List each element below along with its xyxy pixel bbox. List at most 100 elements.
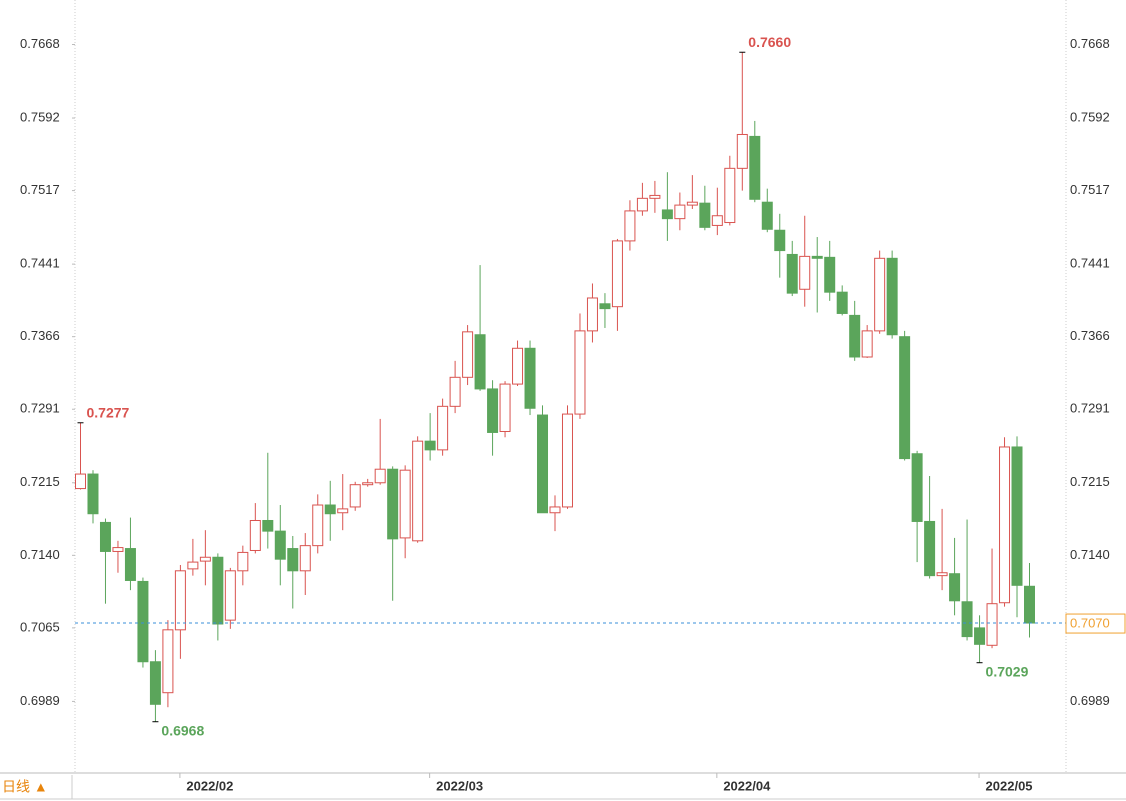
candle-body (999, 446, 1011, 604)
candle-body (549, 506, 561, 514)
candle-body (437, 405, 449, 451)
period-label: 日线 ▲ (2, 779, 48, 795)
candle-body (836, 291, 848, 314)
candle-body (886, 257, 898, 336)
candle-body (936, 572, 948, 577)
candle-body (274, 530, 286, 560)
y-tick-label: 0.6989 (20, 693, 60, 708)
candle-body (636, 197, 648, 212)
extreme-label: 0.6968 (161, 722, 204, 738)
candle-body (237, 551, 249, 572)
candle-body (586, 297, 598, 332)
candle-body (149, 661, 161, 705)
y-tick-label: 0.7291 (20, 401, 60, 416)
y-tick-label: 0.7065 (20, 619, 60, 634)
candle-body (911, 453, 923, 522)
candle-body (537, 414, 549, 514)
candle-body (487, 388, 499, 433)
candle-body (99, 521, 111, 552)
candle-body (986, 603, 998, 646)
candle-body (661, 209, 673, 220)
candle-body (849, 314, 861, 358)
candle-body (811, 255, 823, 259)
y2-tick-label: 0.7291 (1070, 401, 1110, 416)
y2-tick-label: 0.7366 (1070, 328, 1110, 343)
candle-body (124, 548, 136, 581)
last-price-box (1065, 613, 1126, 634)
candle-body (337, 508, 349, 514)
candle-body (761, 201, 773, 230)
y2-tick-label: 0.7592 (1070, 109, 1110, 124)
candle-body (137, 580, 149, 663)
candle-body (462, 331, 474, 378)
candle-body (599, 303, 611, 310)
candle-body (162, 629, 174, 694)
candle-body (974, 627, 986, 645)
candle-body (686, 201, 698, 206)
candle-body (412, 440, 424, 542)
candle-body (824, 256, 836, 293)
candle-body (649, 194, 661, 199)
extreme-label: 0.7277 (87, 404, 130, 420)
y2-tick-label: 0.6989 (1070, 693, 1110, 708)
extreme-label: 0.7029 (986, 663, 1029, 679)
candle-body (287, 548, 299, 572)
candle-body (387, 468, 399, 540)
y2-tick-label: 0.7441 (1070, 256, 1110, 271)
x-tick-label: 2022/04 (723, 778, 771, 793)
y-tick-label: 0.7140 (20, 547, 60, 562)
candle-body (249, 519, 261, 551)
candle-body (874, 257, 886, 332)
y-tick-label: 0.7517 (20, 182, 60, 197)
candle-body (736, 133, 748, 169)
candle-body (1024, 585, 1035, 624)
candle-body (87, 473, 99, 515)
candle-body (262, 519, 274, 532)
candle-body (961, 601, 973, 638)
candle-body (112, 547, 124, 552)
candle-body (949, 573, 961, 602)
candle-body (524, 347, 536, 409)
candle-body (424, 440, 436, 451)
y-tick-label: 0.7668 (20, 36, 60, 51)
candle-body (199, 556, 211, 562)
candle-body (324, 504, 336, 515)
candle-body (799, 255, 811, 290)
x-tick-label: 2022/03 (436, 778, 483, 793)
candle-body (187, 561, 199, 570)
candle-body (699, 202, 711, 228)
candle-body (724, 167, 736, 224)
candle-body (224, 570, 236, 621)
y-tick-label: 0.7215 (20, 474, 60, 489)
y-tick-label: 0.7366 (20, 328, 60, 343)
candle-body (861, 330, 873, 358)
candle-body (674, 204, 686, 220)
candle-body (899, 336, 911, 460)
candle-body (924, 520, 936, 577)
candle-body (174, 570, 186, 631)
candle-body (611, 240, 623, 308)
candle-body (399, 469, 411, 539)
candle-body (349, 484, 361, 508)
candle-body (711, 215, 723, 226)
candle-body (786, 253, 798, 294)
y2-tick-label: 0.7215 (1070, 474, 1110, 489)
candle-body (774, 229, 786, 252)
candle-body (312, 504, 324, 547)
candle-body (212, 556, 224, 625)
candle-body (499, 383, 511, 432)
candle-body (1011, 446, 1023, 586)
candle-body (561, 413, 573, 508)
x-tick-label: 2022/02 (186, 778, 233, 793)
candle-body (75, 473, 86, 490)
candle-body (449, 376, 461, 407)
candle-body (362, 482, 374, 486)
candle-body (512, 347, 524, 385)
candle-body (624, 210, 636, 242)
x-tick-label: 2022/05 (986, 778, 1033, 793)
extreme-label: 0.7660 (748, 34, 791, 50)
candle-body (474, 334, 486, 390)
y-tick-label: 0.7592 (20, 109, 60, 124)
y-tick-label: 0.7441 (20, 256, 60, 271)
